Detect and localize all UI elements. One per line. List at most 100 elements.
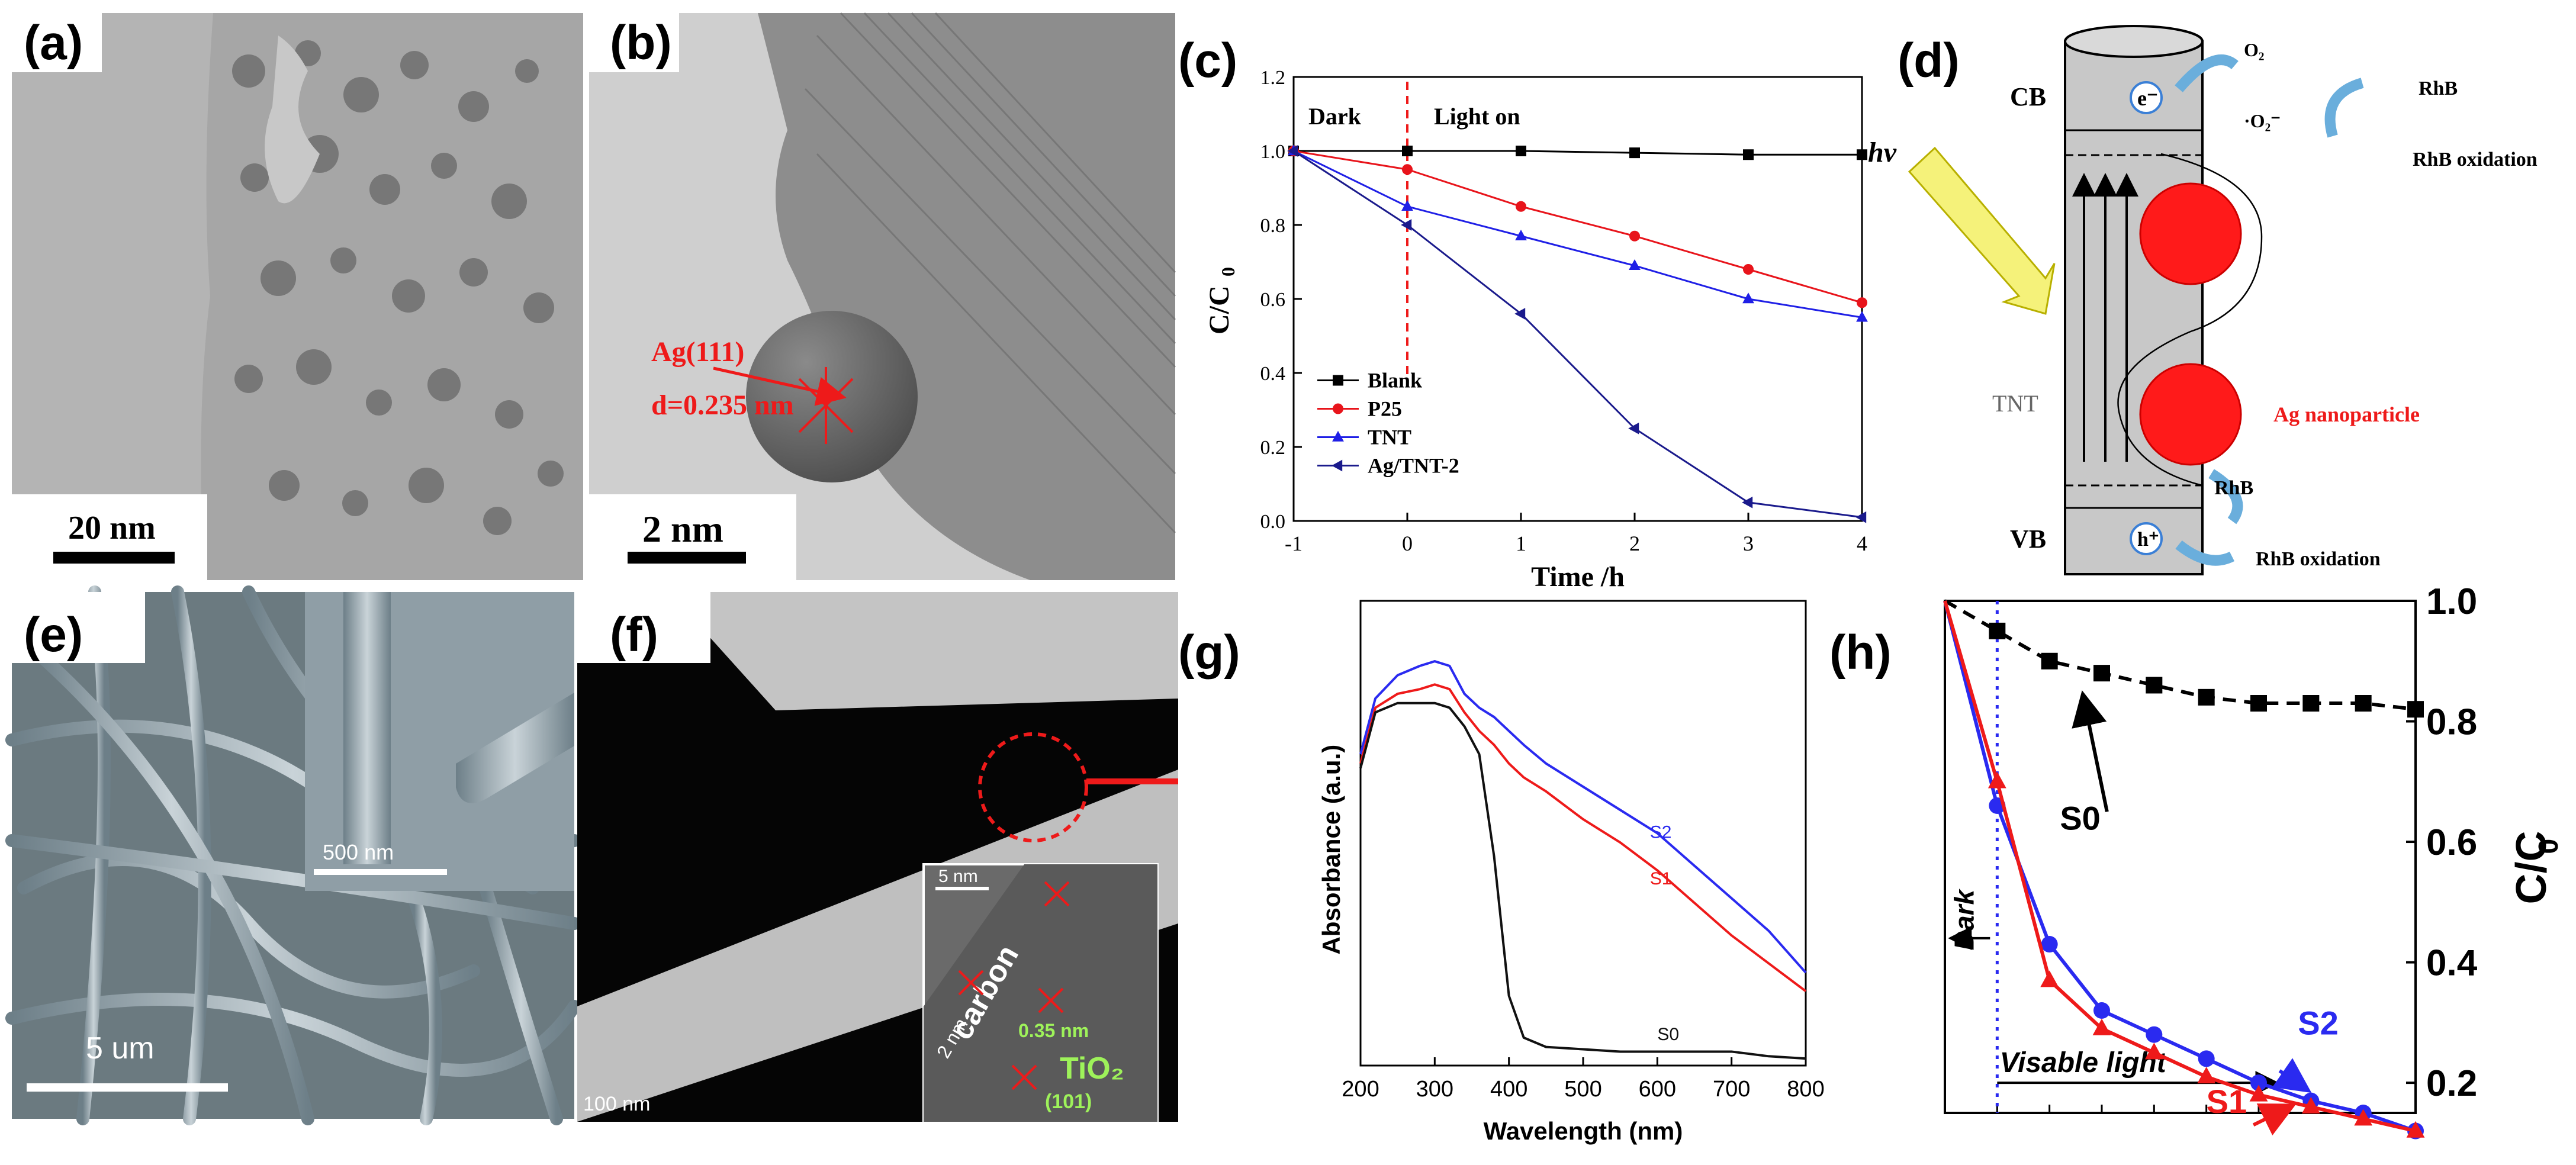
chart-g-series-label-s2: S2 — [1650, 822, 1672, 842]
chart-g-xtick-label: 800 — [1787, 1077, 1824, 1102]
chart-c-point-blank — [1857, 149, 1867, 160]
panel-d-tnt: TNT — [1992, 390, 2038, 417]
chart-c-series-line-p25 — [1293, 150, 1863, 304]
chart-c-point-p25 — [1857, 297, 1867, 308]
chart-h-s0-label: S0 — [2060, 800, 2101, 837]
chart-h-ytick-label: 0.4 — [2426, 943, 2478, 984]
chart-c-point-ag-tnt-2 — [1287, 145, 1298, 157]
panel-a-scalebar — [53, 552, 175, 564]
chart-h-ytick-label: 1.0 — [2426, 581, 2477, 622]
panel-f-plane: (101) — [1045, 1090, 1092, 1113]
chart-c-point-p25 — [1743, 264, 1754, 275]
chart-h-point-s1 — [2144, 1042, 2163, 1060]
panel-g-label: (g) — [1178, 626, 1240, 680]
panel-b-annotation2: d=0.235 nm — [651, 390, 794, 421]
panel-e-inset-rod1 — [343, 592, 391, 864]
chart-c-legend-label: TNT — [1368, 426, 1411, 449]
chart-g-xtick-label: 500 — [1564, 1077, 1601, 1102]
chart-c: -1 0 1 2 3 4 0.0 0.2 0.4 0.6 0.8 1.0 1.2 Time /h C/C 0 D… — [1204, 67, 1897, 593]
panel-d-rhb-oxidation-top: RhB oxidation — [2413, 149, 2538, 170]
panel-b-scale-text: 2 nm — [642, 508, 723, 550]
panel-d-ag-particle-top — [2139, 182, 2242, 285]
panel-b-fringes — [804, 12, 1176, 534]
chart-h-point-s0 — [2407, 701, 2424, 718]
panel-d-nanotube — [2064, 40, 2204, 575]
panel-b-label-box — [589, 13, 679, 72]
panel-d-o2: O₂ — [2244, 39, 2264, 60]
panel-d-ag-label: Ag nanoparticle — [2273, 403, 2420, 426]
chart-h-ylabel-sub: 0 — [2533, 839, 2564, 854]
chart-h-point-s0 — [2146, 677, 2163, 694]
chart-g-frame — [1359, 600, 1807, 1067]
chart-c-ytick-label: 1.0 — [1260, 141, 1286, 163]
chart-h-point-s1 — [2249, 1084, 2268, 1102]
panel-d-hole-circle — [2130, 522, 2163, 555]
chart-c-point-ag-tnt-2 — [1742, 496, 1753, 509]
chart-c-xtick-label: 2 — [1629, 532, 1640, 555]
chart-h-s2-arrow — [2272, 1058, 2312, 1093]
panel-d-nanotube-top — [2064, 25, 2204, 58]
chart-c-xtick-label: 1 — [1516, 532, 1526, 555]
panel-d-label: (d) — [1898, 34, 1960, 88]
chart-g-xtick-label: 400 — [1490, 1077, 1527, 1102]
panel-c: (c) -1 0 1 2 3 4 0.0 0.2 0.4 0.6 0.8 1.0 1.2 Time /h C… — [1178, 34, 1897, 593]
chart-h-visible-label: Visable light — [2000, 1047, 2167, 1079]
chart-c-point-blank — [1743, 149, 1754, 160]
chart-c-legend-marker — [1333, 403, 1343, 414]
panel-d-rhb-oxidation-bottom: RhB oxidation — [2256, 548, 2381, 570]
panel-a-label: (a) — [24, 16, 83, 70]
chart-h-ytick-label: 0.2 — [2426, 1063, 2477, 1104]
chart-c-ytick-label: 0.2 — [1260, 437, 1286, 459]
chart-h-point-s0 — [2250, 695, 2267, 712]
chart-c-xtick-label: 3 — [1743, 532, 1754, 555]
chart-c-dark-label: Dark — [1308, 103, 1362, 130]
chart-h-ytick-label: 0.6 — [2426, 822, 2477, 863]
chart-h-point-s0 — [1989, 622, 2006, 639]
chart-g-xlabel: Wavelength (nm) — [1484, 1117, 1683, 1145]
panel-d-rhb-arrow-top — [2324, 78, 2364, 138]
panel-f-tio2: TiO₂ — [1060, 1051, 1124, 1086]
chart-h-point-s0 — [2302, 695, 2320, 712]
chart-c-point-blank — [1629, 147, 1640, 159]
panel-f-dashed-circle — [978, 732, 1088, 842]
panel-d-ag-particle-bottom — [2139, 363, 2242, 466]
panel-d-vb: VB — [2010, 524, 2046, 553]
chart-h-point-s1 — [2197, 1067, 2216, 1084]
panel-d-rhb-arrow-bottom2 — [2175, 540, 2235, 566]
panel-f: 5 nm carbon 2 nm 0.35 nm TiO₂ (101) (f) … — [577, 592, 1178, 1123]
chart-c-point-p25 — [1516, 201, 1526, 212]
chart-h-s1-arrow — [2252, 1103, 2297, 1135]
chart-c-legend-label: Blank — [1368, 369, 1422, 392]
chart-h-point-s2 — [2041, 936, 2058, 953]
chart-h-point-s2 — [2093, 1002, 2110, 1019]
panel-a-scalebar-box — [12, 494, 207, 580]
panel-d-electron: e⁻ — [2137, 86, 2158, 110]
panel-a-label-box — [12, 13, 102, 72]
panel-d-excitation-arrows — [2072, 173, 2138, 462]
chart-g-series-line-s0 — [1359, 701, 1806, 1060]
chart-c-xtick-label: -1 — [1285, 532, 1303, 555]
chart-c-point-tnt — [1515, 229, 1527, 240]
panel-e-scale-text: 5 um — [86, 1031, 155, 1066]
chart-h-point-s1 — [2040, 970, 2059, 987]
chart-c-point-tnt — [1742, 292, 1754, 304]
chart-h-point-s2 — [2146, 1026, 2163, 1043]
panel-d-o2-radical: ·O₂⁻ — [2244, 110, 2281, 131]
chart-h-s0-arrow — [2072, 690, 2109, 812]
panel-a: (a) 20 nm — [12, 13, 583, 580]
chart-c-point-blank — [1402, 146, 1413, 156]
chart-c-ylabel-sub: 0 — [1217, 267, 1239, 276]
panel-f-spacing: 0.35 nm — [1018, 1020, 1089, 1041]
panel-f-inset-lattice — [924, 864, 1157, 1122]
panel-e-label: (e) — [24, 608, 83, 662]
panel-e: 500 nm (e) 5 um — [5, 585, 581, 1125]
chart-c-point-ag-tnt-2 — [1855, 511, 1867, 523]
chart-g-xtick-label: 200 — [1342, 1077, 1379, 1102]
chart-g-series-line-s1 — [1359, 683, 1807, 992]
panel-b-label: (b) — [610, 16, 672, 70]
panel-e-scalebar — [27, 1083, 228, 1092]
panel-d-rhb-bottom: RhB — [2214, 477, 2253, 499]
panel-d-cb: CB — [2010, 82, 2046, 111]
panel-d-rhb-arrow-bottom — [2208, 469, 2243, 524]
